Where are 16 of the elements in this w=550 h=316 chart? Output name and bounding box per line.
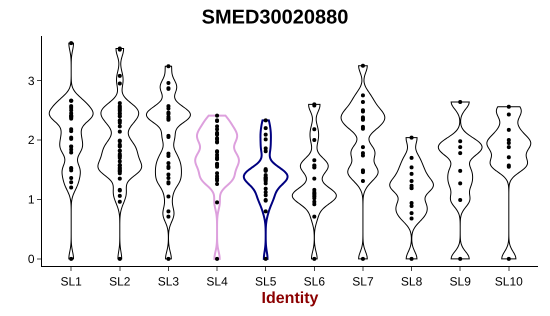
y-tick-label: 3 (28, 74, 35, 88)
x-tick-label: SL10 (494, 274, 524, 288)
x-tick-label: SL4 (206, 274, 228, 288)
x-tick-label: SL6 (304, 274, 326, 288)
x-tick-label: SL5 (255, 274, 277, 288)
y-tick-label: 1 (28, 192, 35, 207)
chart-title: SMED30020880 (202, 6, 348, 28)
y-tick-label: 2 (28, 133, 35, 148)
x-tick-label: SL9 (450, 274, 472, 288)
x-tick-label: SL7 (352, 274, 374, 288)
x-tick-label: SL3 (158, 274, 180, 288)
x-axis-title: Identity (262, 290, 319, 308)
x-tick-label: SL2 (109, 274, 131, 288)
y-tick-label: 0 (28, 252, 35, 266)
x-tick-label: SL1 (60, 274, 82, 288)
x-tick-label: SL8 (400, 274, 423, 288)
